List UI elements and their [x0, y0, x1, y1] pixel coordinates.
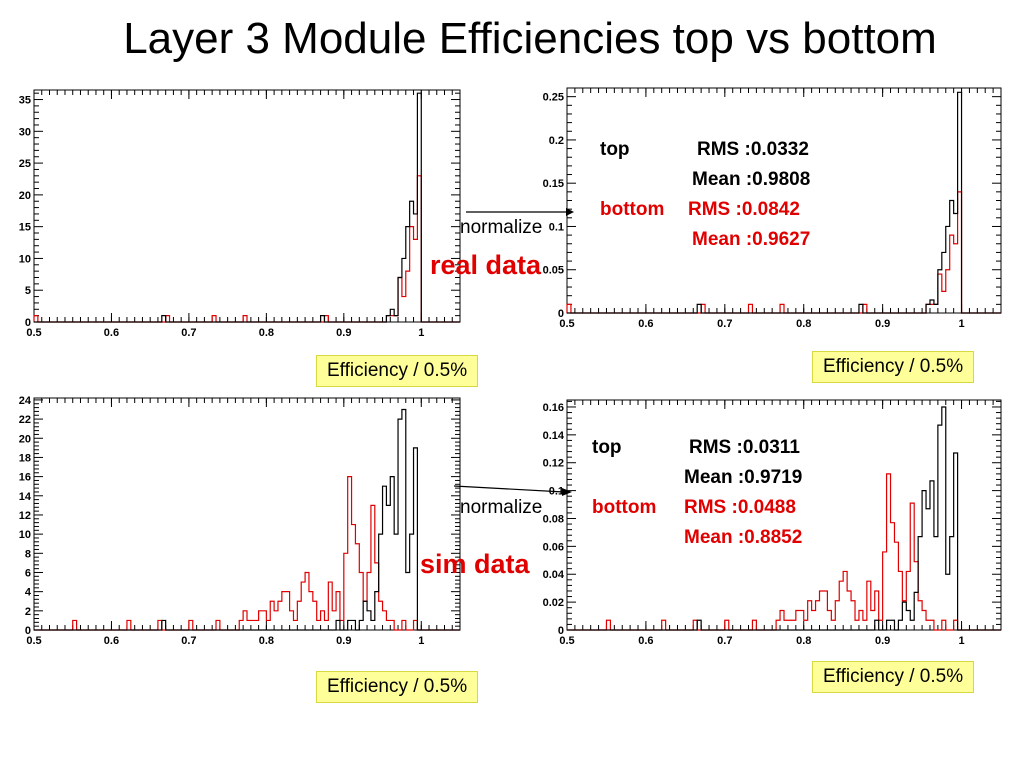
y-tick-label: 0 — [25, 317, 31, 329]
bottom-series-line — [33, 175, 460, 323]
y-tick-label: 0.02 — [543, 597, 564, 609]
y-tick-label: 16 — [19, 472, 31, 484]
x-tick-label: 0.5 — [26, 327, 41, 339]
x-tick-label: 0.8 — [259, 635, 274, 647]
x-tick-label: 0.8 — [796, 318, 811, 330]
y-tick-label: 0.25 — [543, 92, 564, 104]
y-tick-label: 22 — [19, 414, 31, 426]
y-tick-label: 0.12 — [543, 458, 564, 470]
y-tick-label: 0.14 — [543, 430, 565, 442]
x-tick-label: 1 — [418, 635, 424, 647]
histogram-svg: 00.020.040.060.080.10.120.140.160.5 0.6 0.… — [543, 399, 1002, 647]
stats-top-rms: RMS :0.0332 — [697, 139, 809, 160]
x-tick-label: 0.8 — [796, 635, 811, 647]
y-tick-label: 0 — [558, 625, 564, 637]
stats-bottom-mean: Mean :0.8852 — [684, 527, 803, 548]
y-tick-label: 0 — [25, 625, 31, 637]
real-normalized-histogram: 0 0.05 0.1 0.15 0.2 0.25 0.5 0.6 0.7 0.8 0.9 1 — [535, 86, 1003, 330]
y-tick-label: 10 — [19, 253, 31, 265]
histogram-svg: 0 0.05 0.1 0.15 0.2 0.25 0.5 0.6 0.7 0.8 0.9 1 — [543, 87, 1002, 330]
stats-top-label: top — [592, 437, 622, 458]
sim-raw-histogram: 0 2 4 6 8 10 12 14 16 18 20 22 24 0.5 0.6 0.7 0.8 0.9 1 — [2, 395, 462, 647]
real-raw-histogram: 0 5 10 15 20 25 30 35 0.5 0.6 0.7 0.8 0.9 1 — [2, 88, 462, 339]
y-tick-label: 24 — [19, 395, 32, 407]
y-tick-label: 18 — [19, 452, 31, 464]
plot-frame — [33, 397, 461, 631]
x-tick-label: 0.7 — [717, 635, 732, 647]
x-tick-label: 0.6 — [638, 318, 653, 330]
x-tick-label: 0.5 — [559, 318, 574, 330]
x-tick-label: 0.9 — [875, 318, 890, 330]
normalize-label: normalize — [460, 217, 543, 238]
y-tick-label: 4 — [25, 587, 32, 599]
normalize-label: normalize — [460, 497, 543, 518]
stats-bottom-mean: Mean :0.9627 — [692, 229, 811, 250]
x-tick-label: 0.5 — [26, 635, 41, 647]
stats-top-rms: RMS :0.0311 — [689, 437, 800, 458]
y-tick-label: 0.06 — [543, 541, 564, 553]
stats-top-label: top — [600, 139, 630, 160]
y-tick-label: 8 — [25, 548, 31, 560]
stats-bottom-label: bottom — [600, 199, 665, 220]
top-series-line — [567, 406, 1001, 631]
stats-top-mean: Mean :0.9808 — [692, 169, 811, 190]
x-tick-label: 0.8 — [259, 327, 274, 339]
y-tick-label: 0.08 — [543, 513, 564, 525]
histogram-svg: 0 5 10 15 20 25 30 35 0.5 0.6 0.7 0.8 0.9 1 — [19, 89, 461, 339]
x-tick-label: 0.6 — [104, 327, 119, 339]
y-tick-label: 0.05 — [543, 265, 564, 277]
top-series-line — [34, 92, 460, 323]
x-tick-label: 0.7 — [717, 318, 732, 330]
y-tick-label: 25 — [19, 158, 31, 170]
x-tick-label: 1 — [958, 318, 964, 330]
x-tick-label: 0.6 — [104, 635, 119, 647]
sim-normalized-histogram: 0 0.02 0.04 0.06 0.08 0.1 0.12 0.14 0.16 0.5 0.6 0.… — [535, 398, 1003, 647]
y-tick-label: 35 — [19, 95, 31, 107]
x-tick-label: 0.9 — [336, 635, 351, 647]
y-tick-label: 20 — [19, 433, 31, 445]
top-series-line — [34, 408, 460, 631]
x-tick-label: 0.5 — [559, 635, 574, 647]
x-tick-label: 0.6 — [638, 635, 653, 647]
stats-bottom-rms: RMS :0.0488 — [684, 497, 796, 518]
x-tick-label: 1 — [418, 327, 424, 339]
y-tick-label: 12 — [19, 510, 31, 522]
x-tick-label: 0.9 — [336, 327, 351, 339]
y-tick-label: 5 — [25, 285, 31, 297]
y-tick-label: 0.15 — [543, 178, 564, 190]
y-tick-label: 2 — [25, 606, 31, 618]
y-tick-label: 14 — [19, 491, 32, 503]
stats-bottom-rms: RMS :0.0842 — [688, 199, 800, 220]
sim-data-label: sim data — [420, 549, 530, 579]
stats-bottom-label: bottom — [592, 497, 657, 518]
y-tick-label: 0.04 — [543, 569, 565, 581]
slide-title: Layer 3 Module Efficiencies top vs botto… — [123, 14, 937, 63]
arrow-right-icon — [466, 208, 574, 216]
y-tick-label: 0 — [558, 308, 564, 320]
plot-frame — [33, 89, 461, 323]
y-tick-label: 0.1 — [549, 221, 564, 233]
efficiency-label: Efficiency / 0.5% — [812, 661, 975, 693]
y-tick-label: 0.2 — [549, 135, 564, 147]
arrow-right-icon — [453, 485, 572, 496]
x-tick-label: 1 — [958, 635, 964, 647]
x-tick-label: 0.9 — [875, 635, 890, 647]
efficiency-label: Efficiency / 0.5% — [812, 351, 975, 383]
y-tick-label: 10 — [19, 529, 31, 541]
y-tick-label: 0.16 — [543, 402, 564, 414]
stats-top-mean: Mean :0.9719 — [684, 467, 803, 488]
y-tick-label: 15 — [19, 222, 31, 234]
y-tick-label: 6 — [25, 567, 31, 579]
efficiency-label: Efficiency / 0.5% — [316, 355, 479, 387]
bottom-series-line — [566, 191, 1001, 314]
real-data-label: real data — [430, 250, 542, 280]
top-series-line — [567, 91, 1001, 314]
x-tick-label: 0.7 — [181, 635, 196, 647]
y-tick-label: 30 — [19, 126, 31, 138]
bottom-series-line — [34, 476, 460, 631]
y-tick-label: 20 — [19, 190, 31, 202]
x-tick-label: 0.7 — [181, 327, 196, 339]
efficiency-label: Efficiency / 0.5% — [316, 671, 479, 703]
